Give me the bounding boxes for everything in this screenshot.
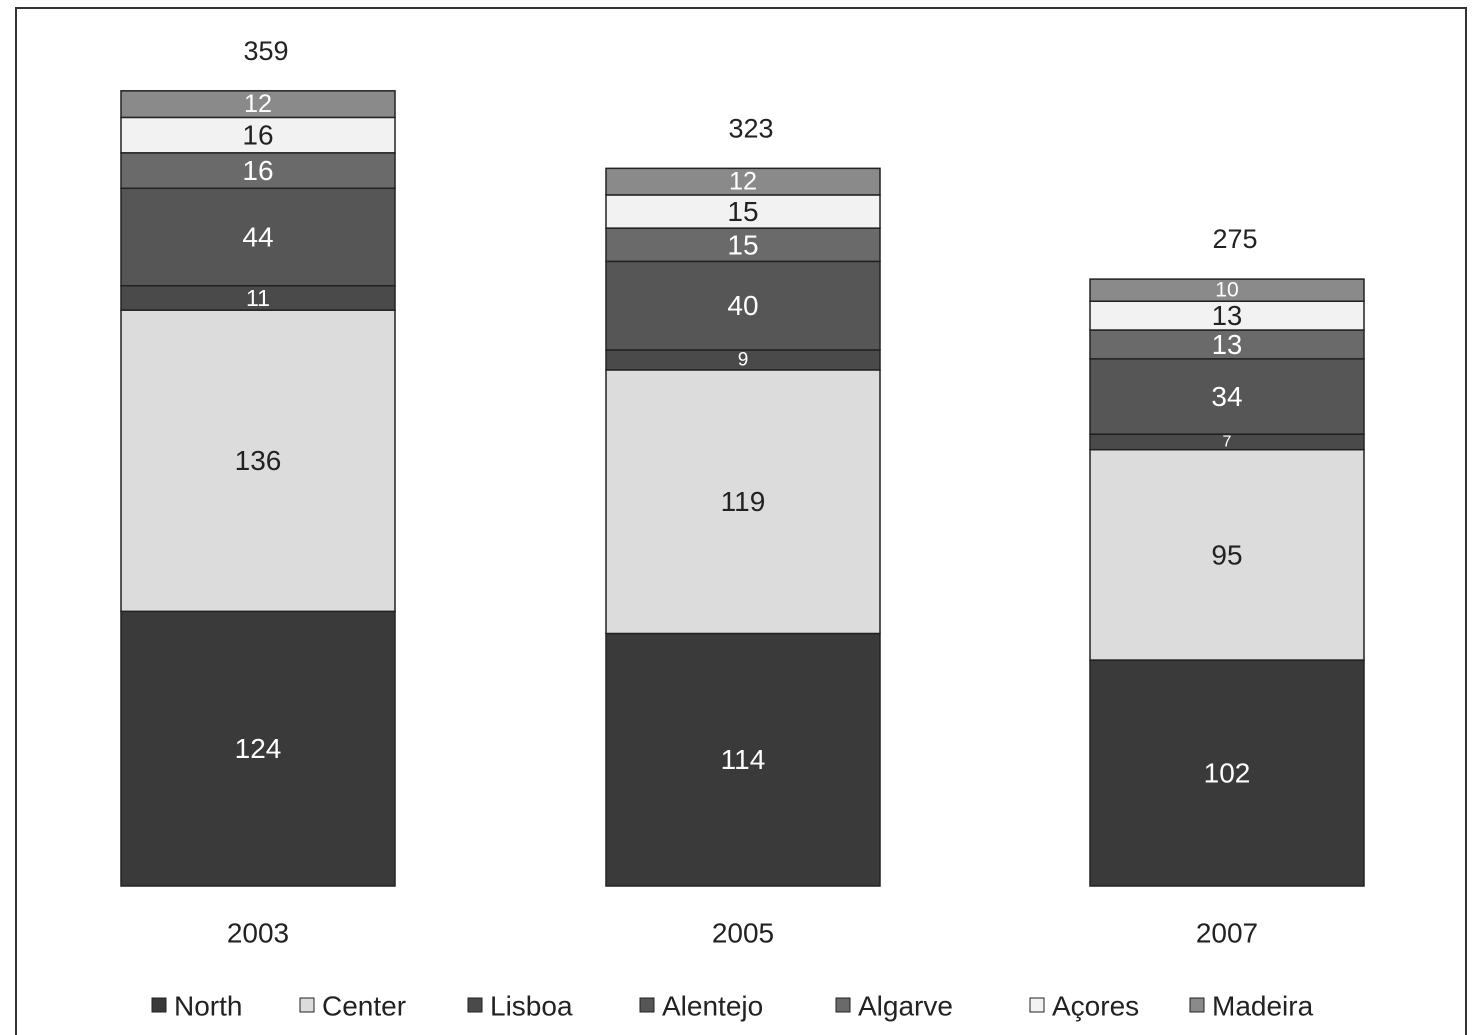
legend-label: Madeira	[1212, 991, 1314, 1022]
total-label: 359	[243, 36, 288, 66]
data-label: 9	[738, 349, 749, 370]
bar-segment-north-2003	[120, 610, 396, 887]
total-label: 275	[1212, 224, 1257, 254]
bar-segment-center-2003	[120, 309, 396, 613]
bar-segment-madeira-2005	[605, 167, 881, 196]
data-label: 7	[1223, 433, 1232, 450]
labels-layer: 1241361144161612359200311411994015151232…	[227, 36, 1258, 949]
bar-segment-alentejo-2007	[1089, 358, 1365, 435]
total-label: 323	[728, 113, 773, 143]
bar-segment-center-2007	[1089, 448, 1365, 661]
data-label: 95	[1211, 539, 1242, 570]
bar-segment-north-2005	[605, 632, 881, 887]
legend-swatch-alentejo	[639, 997, 655, 1013]
data-label: 114	[721, 744, 766, 775]
data-label: 12	[244, 90, 272, 118]
bar-segment-algarve-2007	[1089, 329, 1365, 360]
data-label: 119	[721, 486, 766, 517]
bar-segment-madeira-2003	[120, 90, 396, 119]
x-tick-label: 2003	[227, 918, 289, 949]
bar-segment-north-2007	[1089, 659, 1365, 887]
bar-segment-madeira-2007	[1089, 278, 1365, 302]
x-tick-label: 2005	[712, 918, 774, 949]
data-label: 102	[1204, 758, 1251, 789]
data-label: 15	[727, 229, 758, 260]
bar-segment-alentejo-2003	[120, 187, 396, 287]
legend-label: Alentejo	[662, 991, 763, 1022]
bar-segment-algarve-2005	[605, 227, 881, 263]
data-label: 13	[1212, 329, 1242, 360]
legend-swatch-center	[299, 997, 315, 1013]
data-label: 40	[727, 290, 758, 321]
data-label: 12	[729, 168, 757, 196]
data-label: 136	[235, 445, 282, 476]
legend-swatch-madeira	[1189, 997, 1205, 1013]
data-label: 16	[242, 120, 273, 151]
bar-segment-açores-2003	[120, 116, 396, 154]
bar-segment-alentejo-2005	[605, 260, 881, 351]
legend-label: Açores	[1052, 991, 1139, 1022]
legend-swatch-açores	[1029, 997, 1045, 1013]
legend-swatch-algarve	[835, 997, 851, 1013]
data-label: 15	[727, 196, 758, 227]
x-tick-label: 2007	[1196, 918, 1258, 949]
legend: North Center Lisboa Alentejo Algarve Açores Ma…	[151, 991, 1314, 1022]
legend-label: Center	[322, 991, 406, 1022]
data-label: 16	[242, 155, 273, 186]
legend-label: Lisboa	[490, 991, 573, 1022]
legend-swatch-north	[151, 997, 167, 1013]
data-label: 124	[235, 733, 282, 764]
data-label: 44	[242, 222, 273, 253]
data-label: 10	[1215, 279, 1238, 302]
data-label: 11	[246, 285, 270, 311]
data-label: 34	[1211, 381, 1242, 412]
data-label: 13	[1212, 300, 1242, 331]
bars-layer	[120, 90, 1365, 887]
legend-label: Algarve	[858, 991, 953, 1022]
bar-segment-açores-2005	[605, 194, 881, 229]
legend-label: North	[174, 991, 242, 1022]
legend-swatch-lisboa	[467, 997, 483, 1013]
bar-segment-center-2005	[605, 369, 881, 635]
bar-segment-algarve-2003	[120, 152, 396, 190]
